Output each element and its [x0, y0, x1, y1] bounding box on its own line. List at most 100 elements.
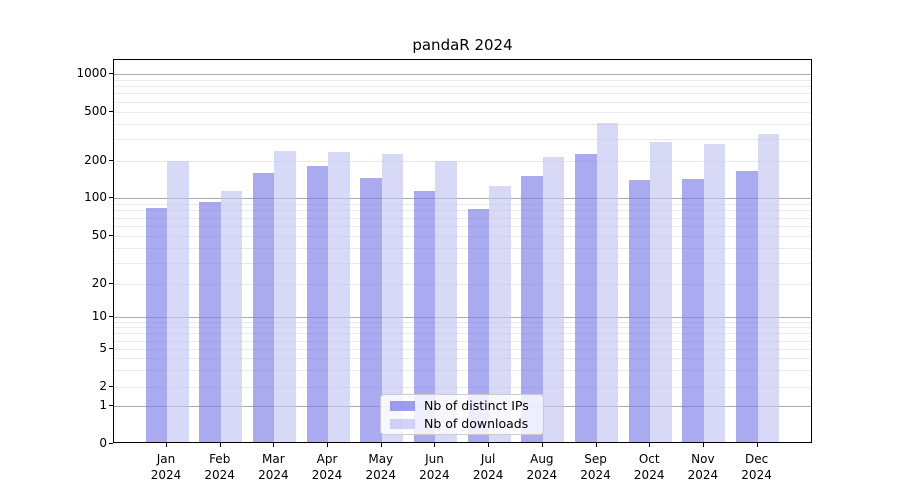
x-tick-mark — [327, 443, 329, 447]
gridline-minor — [114, 217, 811, 219]
bar-distinct-ips-jun — [413, 190, 436, 442]
y-tick-label-200: 200 — [84, 153, 107, 168]
x-tick-label-jan: Jan 2024 — [150, 452, 182, 482]
gridline-major — [114, 317, 811, 318]
gridline-minor — [114, 226, 811, 227]
bar-distinct-ips-may — [360, 178, 382, 442]
x-tick-label-mar: Mar 2024 — [258, 452, 289, 482]
x-tick-mark — [434, 443, 436, 447]
x-tick-label-sep: Sep 2024 — [580, 452, 611, 482]
legend: Nb of distinct IPs Nb of downloads — [380, 394, 544, 435]
gridline-minor — [114, 262, 811, 264]
x-tick-mark — [488, 443, 490, 447]
y-tick-mark — [109, 386, 113, 387]
gridline-minor — [114, 161, 811, 163]
bar-distinct-ips-aug — [521, 176, 543, 442]
bar-downloads-feb — [220, 190, 243, 442]
bar-distinct-ips-jan — [145, 208, 167, 442]
x-tick-label-aug: Aug 2024 — [526, 452, 558, 482]
bar-downloads-apr — [328, 151, 350, 442]
x-tick-label-dec: Dec 2024 — [741, 452, 772, 482]
y-tick-mark — [109, 73, 113, 75]
bar-downloads-may — [381, 154, 404, 442]
y-tick-mark — [109, 348, 113, 349]
bar-downloads-nov — [703, 144, 726, 442]
gridline-major — [114, 74, 811, 76]
gridline-minor — [114, 93, 811, 95]
bar-downloads-jul — [489, 186, 511, 442]
gridline-minor — [114, 284, 811, 285]
plot-area: Nb of distinct IPs Nb of downloads — [113, 59, 812, 443]
y-tick-mark — [109, 443, 113, 444]
gridline-minor — [114, 139, 811, 141]
y-tick-label-500: 500 — [84, 103, 107, 118]
bar-distinct-ips-feb — [199, 201, 221, 442]
bar-downloads-mar — [274, 150, 296, 442]
bar-distinct-ips-mar — [252, 172, 275, 442]
bar-distinct-ips-jul — [467, 208, 490, 442]
y-tick-mark — [109, 160, 113, 162]
x-tick-label-jul: Jul 2024 — [472, 452, 504, 482]
y-tick-label-10: 10 — [91, 309, 107, 323]
legend-swatch-downloads — [390, 418, 415, 429]
x-tick-mark — [702, 443, 704, 447]
x-tick-mark — [595, 443, 597, 447]
gridline-minor — [114, 321, 811, 323]
x-tick-label-jun: Jun 2024 — [419, 452, 450, 482]
bar-downloads-dec — [757, 133, 780, 442]
legend-swatch-distinct-ips — [390, 400, 415, 411]
y-tick-mark — [109, 110, 113, 112]
bar-distinct-ips-apr — [306, 166, 329, 442]
x-tick-mark — [649, 443, 651, 447]
chart-title: pandaR 2024 — [412, 36, 513, 54]
bar-distinct-ips-nov — [682, 179, 704, 442]
legend-item-downloads: Nb of downloads — [390, 416, 543, 431]
x-tick-label-may: May 2024 — [365, 452, 397, 482]
legend-item-distinct-ips: Nb of distinct IPs — [390, 398, 543, 413]
x-tick-label-oct: Oct 2024 — [633, 452, 665, 482]
y-tick-label-100: 100 — [84, 190, 107, 204]
y-tick-label-0: 0 — [99, 436, 107, 450]
y-tick-label-5: 5 — [99, 341, 107, 355]
gridline-minor — [114, 236, 811, 237]
x-tick-label-nov: Nov 2024 — [687, 452, 719, 482]
bar-downloads-jun — [435, 160, 457, 442]
y-tick-mark — [109, 197, 113, 198]
x-tick-mark — [166, 443, 167, 447]
y-tick-label-1: 1 — [99, 398, 107, 412]
gridline-minor — [114, 340, 811, 342]
gridline-minor — [114, 203, 811, 205]
x-tick-mark — [380, 443, 382, 447]
gridline-minor — [114, 210, 811, 212]
gridline-minor — [114, 327, 811, 329]
bar-distinct-ips-oct — [628, 180, 651, 442]
y-tick-label-50: 50 — [91, 228, 107, 242]
gridline-minor — [114, 387, 811, 388]
legend-label-distinct-ips: Nb of distinct IPs — [424, 398, 529, 413]
gridline-minor — [114, 349, 811, 350]
bar-distinct-ips-sep — [575, 154, 597, 442]
y-tick-mark — [109, 405, 113, 406]
gridline-minor — [114, 86, 811, 88]
gridline-minor — [114, 111, 811, 113]
gridline-minor — [114, 358, 811, 360]
bar-downloads-aug — [542, 156, 565, 442]
y-tick-label-1000: 1000 — [76, 66, 107, 81]
y-tick-label-2: 2 — [99, 379, 107, 393]
bar-downloads-jan — [167, 160, 189, 442]
gridline-minor — [114, 247, 811, 249]
x-tick-mark — [541, 443, 543, 447]
gridline-minor — [114, 370, 811, 372]
gridline-minor — [114, 79, 811, 81]
y-tick-mark — [109, 235, 113, 236]
y-tick-label-20: 20 — [91, 276, 107, 290]
y-tick-mark — [109, 316, 113, 317]
y-tick-mark — [109, 283, 113, 284]
gridline-minor — [114, 123, 811, 125]
gridline-minor — [114, 333, 811, 335]
x-tick-label-feb: Feb 2024 — [204, 452, 235, 482]
gridline-minor — [114, 101, 811, 103]
x-tick-label-apr: Apr 2024 — [311, 452, 343, 482]
x-tick-mark — [219, 443, 221, 447]
